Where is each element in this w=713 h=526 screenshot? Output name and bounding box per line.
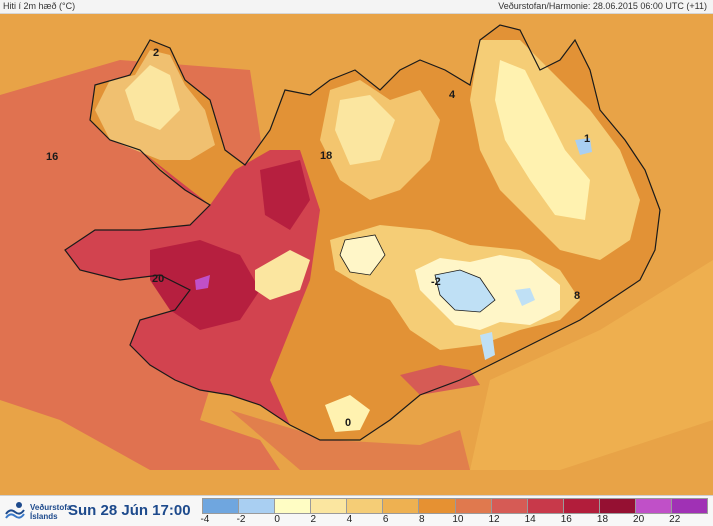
lake-outline [339,234,386,276]
legend-tick-label: 12 [488,514,500,525]
glacier-ice-2 [515,288,535,306]
legend-tick-label: 18 [596,514,609,525]
logo-line-1: Veðurstofa [30,503,72,512]
temperature-map: 2 16 20 18 4 1 -2 8 0 [0,14,713,495]
legend-swatch [527,499,564,513]
legend-ticks: -4 -2 0 2 4 6 8 10 12 14 16 18 20 22 [200,514,708,525]
legend-swatch [563,499,600,513]
logo-text: Veðurstofa Íslands [30,503,71,521]
warm-south-strip [400,365,480,395]
cool-sea-east [470,260,713,470]
color-legend: -4 -2 0 2 4 6 8 10 12 14 16 18 20 22 [200,498,708,525]
warm-sea-south [230,410,470,470]
map-label: 18 [320,150,332,162]
legend-swatch [599,499,636,513]
legend-swatch [239,499,276,513]
map-title: Hiti í 2m hæð (°C) [3,1,76,11]
legend-tick-label: 8 [418,514,425,525]
map-label: 2 [153,47,159,59]
legend-tick-label: 6 [382,514,389,525]
map-label: 4 [449,89,456,101]
glacier-ice-4 [575,138,592,155]
iceland-map-svg: 2 16 20 18 4 1 -2 8 0 [0,14,713,495]
logo-mark-icon [5,502,25,519]
legend-swatch [635,499,673,513]
legend-swatch [383,499,420,513]
legend-swatch [203,499,240,513]
legend-tick-label: -4 [200,514,210,525]
highland-peak-north [335,95,395,165]
legend-tick-label: 10 [452,514,464,525]
legend-swatch [419,499,456,513]
map-label: -2 [431,276,441,288]
glacier-ice [435,270,495,312]
westfjords-peak [125,65,180,130]
legend-swatch [491,499,528,513]
bottom-bar: Veðurstofa Íslands Sun 28 Jún 17:00 -4 -2… [0,495,713,526]
top-bar: Hiti í 2m hæð (°C) Veðurstofan/Harmonie:… [0,0,713,14]
highland-peak-east [495,60,590,220]
legend-tick-label: 14 [524,514,536,525]
hot-core-2 [260,160,310,230]
highland-peak-south [325,395,370,432]
map-label: 0 [345,417,351,429]
legend-tick-label: 0 [274,514,280,525]
glacier-outline [434,269,496,313]
legend-swatch [347,499,384,513]
legend-swatches [202,498,708,514]
hot-spot-purple [195,275,210,290]
legend-tick-label: 4 [346,514,353,525]
map-label: 8 [574,290,580,302]
highland-peak-center [340,235,385,275]
legend-swatch [455,499,492,513]
legend-swatch [311,499,348,513]
logo-line-2: Íslands [30,512,58,521]
highland-peak-west [255,250,310,300]
vedurstofa-logo: Veðurstofa Íslands [4,499,71,523]
forecast-datetime: Sun 28 Jún 17:00 [68,502,191,519]
legend-tick-label: 20 [633,514,645,525]
legend-swatch [275,499,312,513]
glacier-ice-3 [480,332,495,360]
legend-swatch [672,499,708,513]
legend-tick-label: 16 [560,514,572,525]
legend-tick-label: 22 [669,514,681,525]
map-label: 20 [152,273,164,285]
map-label: 16 [46,151,58,163]
coastline [64,24,661,441]
legend-tick-label: 2 [310,514,317,525]
model-source: Veðurstofan/Harmonie: 28.06.2015 06:00 U… [498,1,707,11]
legend-tick-label: -2 [236,514,246,525]
map-label: 1 [584,133,590,145]
